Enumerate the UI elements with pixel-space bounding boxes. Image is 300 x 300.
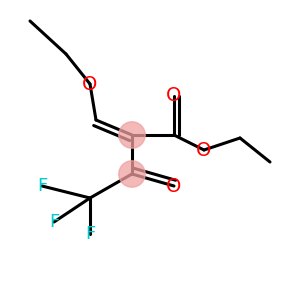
Text: O: O [166, 176, 182, 196]
Text: F: F [85, 225, 95, 243]
Circle shape [119, 161, 145, 187]
Text: O: O [166, 86, 182, 106]
Text: F: F [37, 177, 47, 195]
Text: F: F [49, 213, 59, 231]
Text: O: O [82, 74, 98, 94]
Circle shape [119, 122, 145, 148]
Text: O: O [196, 140, 212, 160]
